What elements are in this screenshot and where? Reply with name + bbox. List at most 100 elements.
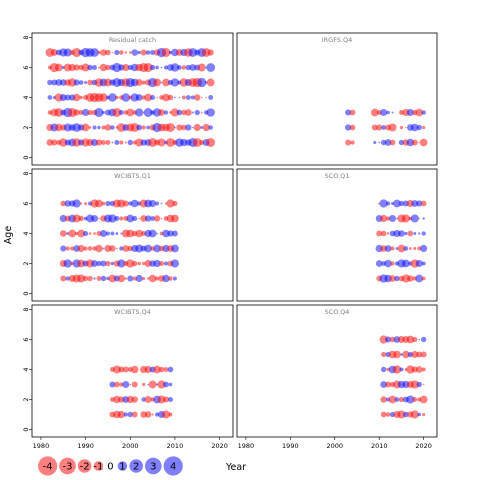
panel-title: WCIBTS.Q4	[114, 308, 151, 316]
legend-label: 2	[133, 462, 139, 473]
residual-point	[160, 81, 163, 84]
residual-point	[144, 215, 152, 222]
y-tick-label: 4	[22, 231, 30, 235]
residual-point	[167, 366, 174, 373]
residual-point	[59, 230, 67, 237]
residual-point	[116, 247, 118, 250]
residual-point	[131, 381, 138, 388]
residual-point	[392, 365, 402, 374]
residual-point	[144, 411, 152, 418]
residual-point	[345, 109, 352, 116]
residual-point	[403, 246, 409, 251]
residual-point	[200, 126, 204, 129]
residual-point	[399, 125, 404, 130]
residual-point	[349, 124, 356, 131]
residual-point	[386, 232, 390, 235]
residual-point	[47, 79, 53, 86]
residual-point	[135, 94, 143, 101]
residual-point	[166, 123, 175, 132]
residual-point	[415, 366, 423, 373]
residual-point	[141, 397, 146, 402]
y-tick-label: 6	[22, 201, 30, 205]
residual-point	[77, 244, 85, 253]
residual-point	[119, 50, 124, 55]
residual-point	[90, 48, 99, 57]
residual-point	[411, 350, 419, 359]
residual-point	[410, 214, 419, 223]
residual-point	[105, 49, 111, 56]
residual-point	[103, 78, 112, 87]
residual-point	[168, 382, 173, 387]
residual-point	[397, 244, 406, 253]
residual-point	[131, 411, 138, 418]
residual-point	[130, 365, 139, 374]
residual-point	[77, 259, 85, 268]
residual-point	[379, 199, 388, 208]
residual-point	[119, 216, 124, 221]
residual-point	[82, 108, 90, 117]
residual-point	[144, 259, 152, 268]
residual-point	[150, 64, 156, 71]
residual-point	[84, 201, 88, 206]
residual-point	[208, 95, 214, 100]
residual-point	[51, 139, 58, 146]
residual-point	[376, 230, 383, 237]
residual-point	[65, 276, 70, 281]
residual-point	[64, 94, 71, 101]
residual-point	[142, 382, 146, 387]
panel-title: WCIBTS.Q1	[114, 172, 151, 180]
residual-point	[206, 108, 215, 117]
residual-point	[82, 275, 89, 282]
residual-point	[344, 124, 352, 131]
residual-point	[162, 396, 170, 403]
legend-bubble	[129, 459, 143, 473]
residual-point	[150, 94, 156, 101]
residual-point	[398, 230, 405, 237]
residual-point	[406, 395, 415, 404]
residual-point	[143, 108, 153, 117]
residual-point	[407, 275, 414, 282]
residual-point	[421, 367, 426, 372]
residual-point	[128, 51, 132, 54]
panel-wcibts-q4: WCIBTS.Q4 0 2 4 6 8 1980 1990 2000 2010 2020	[22, 304, 234, 450]
legend-label: 4	[170, 462, 176, 473]
residual-point	[141, 80, 146, 85]
residual-point	[406, 109, 414, 116]
residual-point	[135, 108, 144, 117]
residual-point	[406, 138, 415, 147]
residual-point	[161, 410, 171, 419]
residual-point	[108, 274, 117, 283]
residual-point	[99, 229, 108, 238]
residual-point	[148, 380, 157, 389]
residual-point	[415, 274, 424, 283]
residual-point	[150, 50, 156, 55]
residual-point	[181, 95, 186, 100]
residual-point	[77, 274, 86, 283]
residual-point	[192, 138, 202, 147]
residual-point	[122, 63, 130, 72]
residual-point	[397, 410, 406, 419]
residual-point	[153, 365, 161, 374]
residual-point	[349, 109, 356, 116]
y-tick-label: 2	[22, 125, 30, 129]
residual-point	[124, 141, 127, 144]
residual-point	[115, 95, 119, 100]
residual-point	[422, 383, 425, 386]
residual-point	[380, 108, 388, 117]
residual-point	[403, 411, 409, 418]
residual-point	[111, 51, 114, 54]
residual-point	[72, 138, 81, 147]
residual-point	[193, 123, 201, 132]
y-tick-label: 0	[22, 291, 30, 295]
residual-point	[126, 214, 135, 223]
residual-point	[181, 124, 187, 131]
y-tick-label: 6	[22, 65, 30, 69]
residual-point	[112, 62, 122, 73]
residual-point	[385, 201, 391, 206]
x-tick-label: 2010	[167, 442, 184, 450]
residual-point	[200, 111, 203, 114]
residual-point	[422, 412, 426, 417]
residual-point	[421, 231, 426, 236]
panel-irgfs-q4: IRGFS.Q4	[236, 32, 438, 166]
